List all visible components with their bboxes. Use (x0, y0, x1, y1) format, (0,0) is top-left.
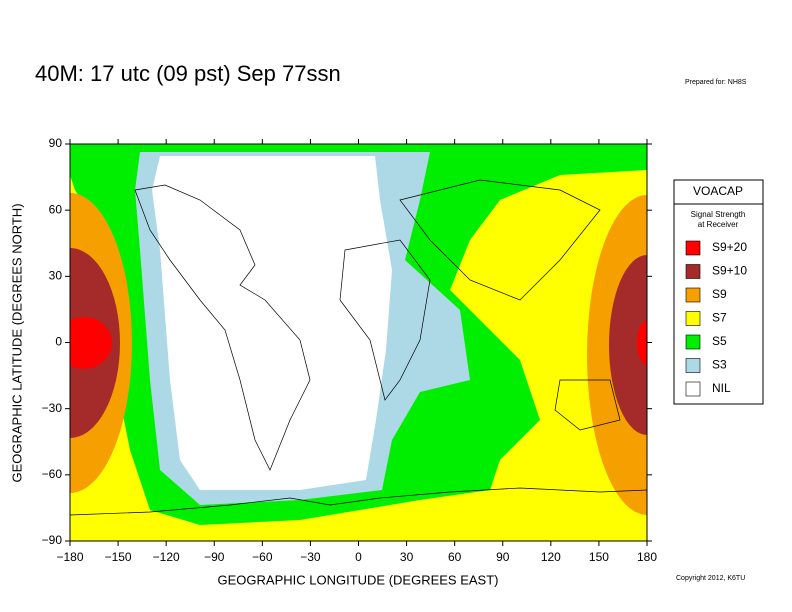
legend-subtitle: Signal Strength (691, 210, 746, 219)
legend-label: S7 (712, 311, 727, 325)
y-tick-label: 90 (49, 136, 63, 150)
x-axis-label: GEOGRAPHIC LONGITUDE (DEGREES EAST) (218, 572, 499, 587)
legend-label: S9+10 (712, 264, 747, 278)
y-tick-label: −90 (42, 533, 63, 547)
prepared-for: Prepared for: NH8S (685, 79, 747, 86)
y-tick-label: 30 (49, 269, 63, 283)
legend-swatch (685, 264, 701, 279)
x-tick-label: −120 (153, 550, 180, 564)
coastlines (70, 179, 647, 516)
x-tick-label: 180 (637, 550, 657, 564)
x-tick-label: 60 (448, 550, 462, 564)
y-tick-label: −30 (42, 401, 63, 415)
legend-label: S3 (712, 358, 727, 372)
legend: VOACAP Signal Strength at Receiver S9+20… (673, 179, 764, 405)
x-tick-label: 30 (400, 550, 414, 564)
copyright: Copyright 2012, K6TU (676, 575, 745, 582)
x-tick-label: −60 (252, 550, 273, 564)
title: 40M: 17 utc (09 pst) Sep 77ssn (35, 61, 341, 86)
legend-label: S9+20 (712, 240, 747, 254)
legend-title: VOACAP (693, 184, 743, 198)
x-tick-label: 90 (496, 550, 510, 564)
zone (637, 321, 647, 365)
x-tick-label: 0 (355, 550, 362, 564)
legend-swatch (685, 311, 701, 326)
y-axis-label: GEOGRAPHIC LATITUDE (DEGREES NORTH) (9, 203, 24, 482)
y-tick-label: 60 (49, 202, 63, 216)
x-tick-label: 120 (541, 550, 561, 564)
zone (70, 317, 112, 369)
zone (609, 255, 647, 435)
x-tick-label: −30 (300, 550, 321, 564)
x-tick-label: −150 (105, 550, 132, 564)
legend-label: S5 (712, 334, 727, 348)
y-tick-label: −60 (42, 467, 63, 481)
zone (152, 156, 392, 490)
legend-swatch (685, 287, 701, 303)
legend-swatch (685, 240, 701, 256)
x-tick-label: −180 (56, 550, 83, 564)
legend-swatch (685, 334, 701, 350)
legend-swatch (685, 381, 701, 397)
legend-swatch (685, 358, 701, 373)
y-tick-label: 0 (55, 335, 62, 349)
map (70, 144, 647, 541)
x-tick-label: 150 (589, 550, 609, 564)
x-tick-label: −90 (204, 550, 225, 564)
legend-label: S9 (712, 287, 727, 301)
legend-label: NIL (712, 381, 731, 395)
legend-subtitle: at Receiver (698, 220, 739, 229)
